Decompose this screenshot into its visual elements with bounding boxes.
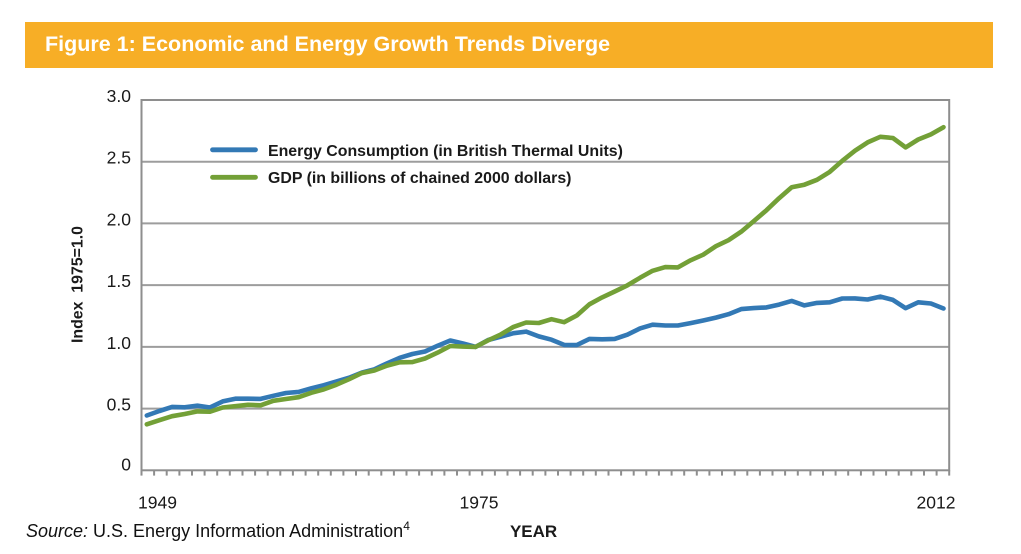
svg-text:2.0: 2.0 <box>107 209 132 229</box>
svg-text:1949: 1949 <box>138 493 177 513</box>
svg-text:Energy Consumption (in British: Energy Consumption (in British Thermal U… <box>268 143 623 160</box>
svg-text:1.5: 1.5 <box>107 271 131 291</box>
svg-text:3.0: 3.0 <box>107 86 132 106</box>
svg-text:2.5: 2.5 <box>107 148 131 168</box>
svg-text:1975: 1975 <box>460 493 499 513</box>
svg-text:0.5: 0.5 <box>107 395 131 415</box>
svg-text:0: 0 <box>121 454 131 474</box>
svg-text:GDP (in billions of chained 20: GDP (in billions of chained 2000 dollars… <box>268 170 571 187</box>
svg-text:2012: 2012 <box>917 493 956 513</box>
svg-text:1.0: 1.0 <box>107 333 132 353</box>
svg-text:Index 1975=1.0: Index 1975=1.0 <box>70 226 87 343</box>
svg-text:YEAR: YEAR <box>510 522 557 541</box>
